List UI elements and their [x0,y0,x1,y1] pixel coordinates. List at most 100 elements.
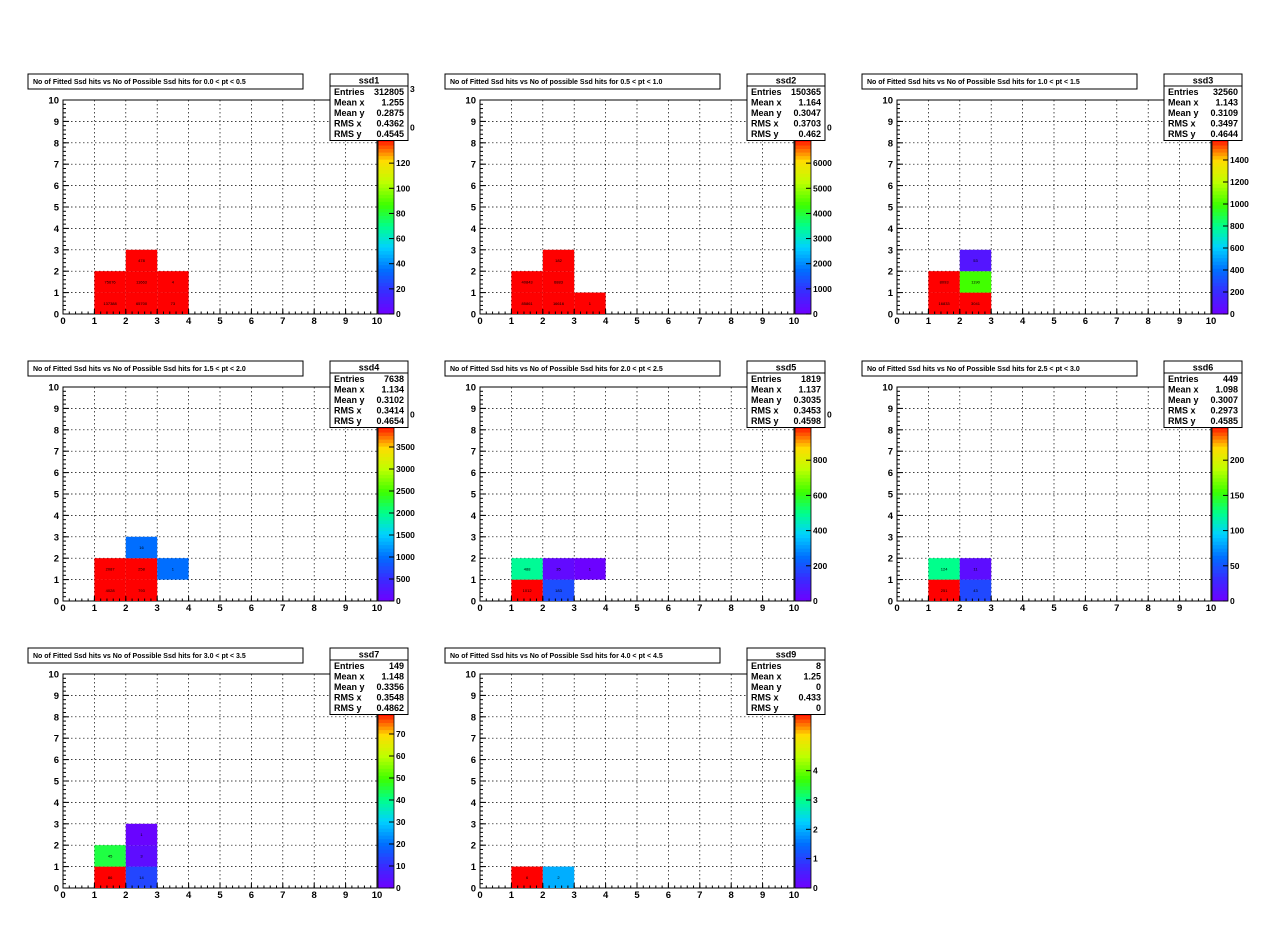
palette-slice [378,845,394,850]
stats-key: Entries [334,374,365,384]
z-tick-label: 0 [813,596,818,606]
panel-ssd7: No of Fitted Ssd hits vs No of Possible … [27,647,409,901]
y-tick-label: 8 [54,712,59,723]
z-tick-label: 2 [813,824,818,834]
palette-slice [795,516,811,521]
palette-slice [1212,513,1228,518]
palette-slice [795,460,811,465]
x-tick-label: 7 [1114,603,1119,614]
cell-label: 3041 [971,301,981,306]
cell [959,249,992,272]
palette-slice [1212,569,1228,574]
cell [511,579,543,601]
palette-slice [378,463,394,468]
y-tick-label: 0 [888,597,893,608]
cell [94,579,126,601]
grid [63,100,377,314]
x-tick-label: 3 [155,890,160,901]
palette-slice [795,569,811,574]
stats-value: 0.4862 [376,703,404,713]
y-tick-label: 10 [48,670,59,681]
palette-slice [1212,597,1228,602]
palette-slice [1212,292,1228,297]
palette-slice [1212,166,1228,171]
palette-slice [378,722,394,727]
stats-value: 0.3453 [793,406,821,416]
stats-value: 0.3109 [1210,108,1238,118]
x-tick-label: 9 [760,603,765,614]
cell-label: 3 [140,853,143,858]
palette-slice [795,159,811,164]
palette-slice [378,495,394,500]
x-tick-label: 10 [789,316,800,327]
palette-slice [1212,481,1228,486]
plot-title: No of Fitted Ssd hits vs No of Possible … [867,79,1080,86]
y-tick-label: 9 [471,117,476,128]
palette-slice [795,761,811,766]
stats-value: 0.462 [798,129,821,139]
x-tick-label: 8 [312,890,317,901]
y-tick-label: 10 [465,383,476,394]
palette-slice [378,201,394,206]
palette-slice [795,579,811,584]
palette-slice [1212,470,1228,475]
stats-key: Mean y [751,395,782,405]
stats-value: 8 [816,661,821,671]
palette-slice [795,817,811,822]
palette-slice [378,548,394,553]
cell [125,271,158,293]
z-tick-label: 2500 [396,486,415,496]
palette-slice [378,243,394,248]
x-tick-label: 6 [666,890,671,901]
x-tick-label: 8 [312,316,317,327]
palette-slice [378,800,394,805]
z-tick-label: 200 [1230,455,1244,465]
y-tick-label: 2 [471,841,476,852]
z-tick-label: 0 [396,883,401,893]
palette-slice [795,849,811,854]
x-tick-label: 3 [572,890,577,901]
x-tick-label: 5 [1051,603,1057,614]
cell-label: 6 [526,875,529,880]
stats-overflow-label: 0 [827,123,832,133]
z-tick-label: 400 [813,526,827,536]
palette-slice [795,257,811,262]
stats-key: Entries [334,661,365,671]
palette-slice [795,152,811,157]
palette-slice [1212,453,1228,458]
cell [542,271,575,293]
x-tick-label: 6 [666,316,671,327]
x-tick-label: 9 [1177,603,1182,614]
palette-slice [795,750,811,755]
x-tick-label: 6 [249,603,254,614]
palette-slice [795,866,811,871]
palette-slice [795,296,811,301]
stats-value: 0.2973 [1210,406,1238,416]
palette-slice [378,439,394,444]
stats-key: Entries [751,87,782,97]
cell-label: 53 [973,258,978,263]
z-tick-label: 1400 [1230,155,1249,165]
x-tick-label: 5 [634,603,640,614]
palette-slice [1212,551,1228,556]
palette-slice [1212,243,1228,248]
palette-slice [1212,299,1228,304]
cell [574,292,606,314]
z-tick-label: 100 [396,183,410,193]
palette-slice [378,155,394,160]
palette-slice [795,289,811,294]
stats-value: 0.3007 [1210,395,1238,405]
palette-slice [795,491,811,496]
z-tick-label: 1000 [396,552,415,562]
palette-slice [1212,474,1228,479]
palette-slice [378,299,394,304]
palette-slice [795,593,811,598]
x-tick-label: 8 [1146,603,1151,614]
y-tick-label: 10 [48,96,59,107]
z-tick-label: 0 [396,309,401,319]
panel-ssd1: No of Fitted Ssd hits vs No of Possible … [27,73,415,327]
stats-key: Mean x [751,672,782,682]
y-tick-label: 5 [471,203,477,214]
palette-slice [378,849,394,854]
stats-title: ssd3 [1193,76,1214,86]
